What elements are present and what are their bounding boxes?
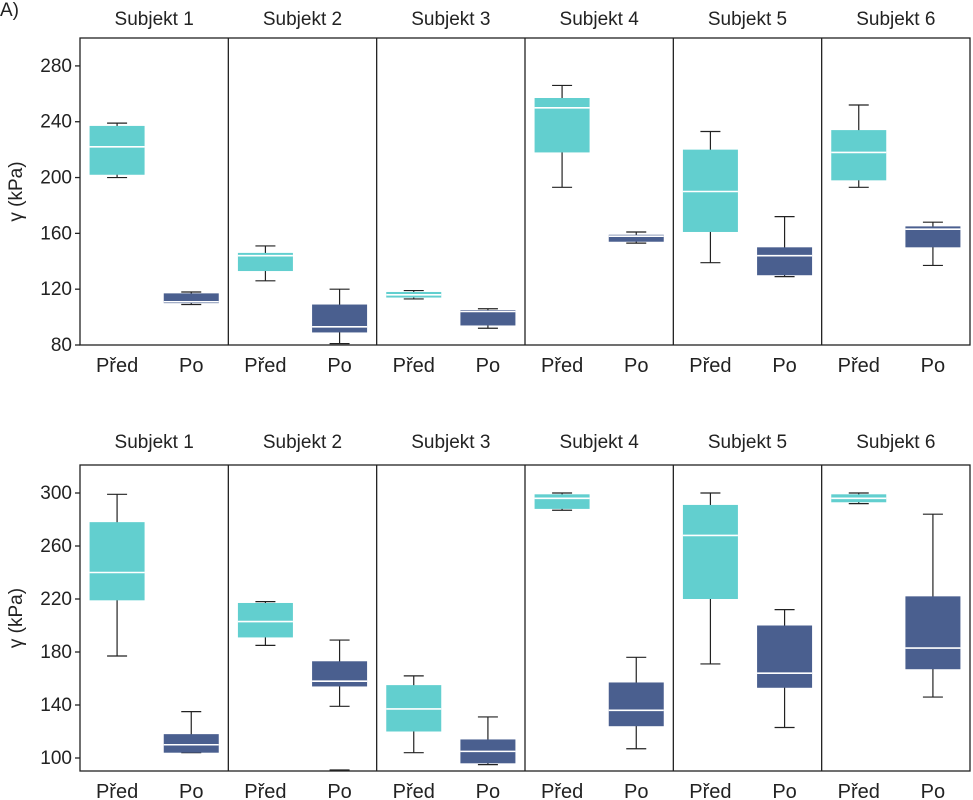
box-po (163, 293, 219, 304)
category-label: Po (327, 781, 351, 800)
category-label: Po (921, 781, 945, 800)
category-label: Po (476, 355, 500, 377)
panel-title: Subjekt 5 (708, 432, 787, 453)
category-label: Před (96, 355, 138, 377)
box-pred (237, 252, 293, 272)
box-po (905, 596, 961, 670)
y-axis-label: γ (kPa) (6, 161, 27, 221)
category-label: Před (838, 781, 880, 800)
y-tick-label: 80 (51, 335, 72, 356)
box-pred (534, 98, 590, 153)
category-label: Po (624, 781, 648, 800)
box-pred (682, 504, 738, 599)
category-label: Po (624, 355, 648, 377)
category-label: Po (179, 355, 203, 377)
y-tick-label: 260 (40, 536, 72, 557)
panel-title: Subjekt 2 (263, 9, 342, 30)
box-po (312, 661, 368, 687)
box-pred (534, 494, 590, 509)
category-label: Před (393, 355, 435, 377)
category-label: Před (541, 355, 583, 377)
y-tick-label: 280 (40, 56, 72, 77)
category-label: Po (921, 355, 945, 377)
y-tick-label: 240 (40, 112, 72, 133)
box-pred (831, 130, 887, 181)
category-label: Před (838, 355, 880, 377)
category-label: Před (689, 781, 731, 800)
panel-title: Subjekt 3 (411, 9, 490, 30)
category-label: Před (541, 781, 583, 800)
y-tick-label: 120 (40, 279, 72, 300)
y-tick-label: 100 (40, 748, 72, 769)
box-pred (89, 125, 145, 175)
panel-title: Subjekt 6 (856, 432, 935, 453)
y-tick-label: 160 (40, 223, 72, 244)
box-pred (237, 602, 293, 638)
box-po (163, 734, 219, 753)
category-label: Po (772, 781, 796, 800)
box-pred (89, 522, 145, 601)
category-label: Před (244, 781, 286, 800)
y-tick-label: 300 (40, 483, 72, 504)
panel-label: A) (0, 0, 19, 21)
category-label: Před (689, 355, 731, 377)
box-po (905, 226, 961, 248)
panel-title: Subjekt 4 (560, 9, 640, 30)
y-tick-label: 220 (40, 589, 72, 610)
panel-title: Subjekt 5 (708, 9, 787, 30)
box-po (460, 310, 516, 326)
y-tick-label: 200 (40, 168, 72, 189)
category-label: Před (244, 355, 286, 377)
y-tick-label: 140 (40, 695, 72, 716)
panel-title: Subjekt 1 (115, 9, 194, 30)
panel-title: Subjekt 2 (263, 432, 342, 453)
box-po (608, 682, 664, 727)
box-po (312, 304, 368, 333)
panel-title: Subjekt 3 (411, 432, 490, 453)
category-label: Před (393, 781, 435, 800)
y-axis-label: γ (kPa) (6, 588, 27, 648)
category-label: Před (96, 781, 138, 800)
category-label: Po (476, 781, 500, 800)
category-label: Po (327, 355, 351, 377)
panel-title: Subjekt 4 (560, 432, 640, 453)
box-po (757, 247, 813, 276)
category-label: Po (179, 781, 203, 800)
y-tick-label: 180 (40, 642, 72, 663)
box-po (757, 625, 813, 688)
category-label: Po (772, 355, 796, 377)
panel-title: Subjekt 6 (856, 9, 935, 30)
panel-title: Subjekt 1 (115, 432, 194, 453)
box-po (608, 234, 664, 242)
